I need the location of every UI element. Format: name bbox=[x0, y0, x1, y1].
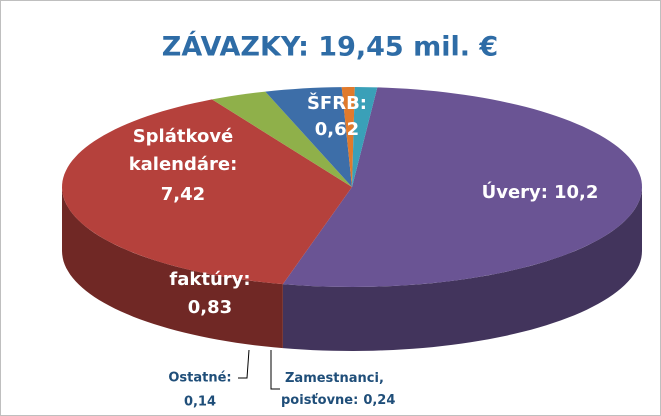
value-label: 0,14 bbox=[184, 395, 216, 410]
label-line: Zamestnanci, bbox=[285, 371, 384, 386]
slice bbox=[62, 99, 352, 285]
value-label: 0,83 bbox=[188, 297, 232, 318]
slice bbox=[265, 87, 352, 187]
category-label: ŠFRB: bbox=[307, 92, 367, 114]
data-label: Úvery: 10,2 bbox=[482, 181, 599, 203]
category-label: Splátkové kalendáre: bbox=[129, 126, 238, 175]
slice-side bbox=[282, 187, 642, 351]
slice-side bbox=[62, 187, 283, 349]
leader-line bbox=[238, 349, 250, 379]
label-line: Splátkové bbox=[133, 126, 234, 147]
category-label: Ostatné: bbox=[168, 371, 231, 386]
slice bbox=[341, 87, 355, 187]
slice bbox=[352, 87, 378, 187]
category-label: Úvery: bbox=[482, 181, 548, 203]
slice bbox=[282, 87, 642, 288]
value-label: 10,2 bbox=[554, 182, 598, 203]
label-line: poisťovne: bbox=[281, 393, 358, 408]
label-line: kalendáre: bbox=[129, 154, 238, 175]
slice bbox=[212, 91, 352, 187]
value-label: 7,42 bbox=[161, 184, 205, 205]
category-label: Zamestnanci, poisťovne: 0,24 bbox=[281, 371, 395, 408]
value-label: 0,62 bbox=[315, 119, 359, 140]
value-label: 0,24 bbox=[363, 393, 395, 408]
leader-line bbox=[270, 350, 280, 390]
chart-title: ZÁVAZKY: 19,45 mil. € bbox=[162, 31, 498, 63]
category-label: faktúry: bbox=[169, 269, 250, 290]
